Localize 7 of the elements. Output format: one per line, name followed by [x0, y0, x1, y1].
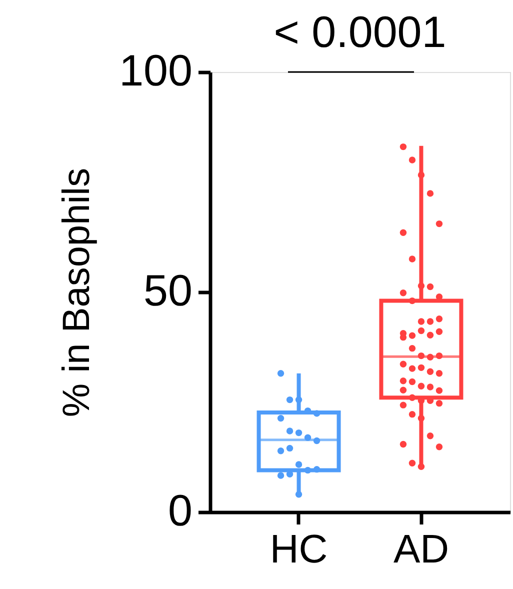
x-tick-label: AD: [393, 528, 450, 572]
x-tick-label: HC: [270, 528, 328, 572]
y-tick-label: 50: [144, 266, 192, 316]
y-tick-label: 100: [119, 46, 192, 96]
y-tick-label: 0: [168, 486, 192, 536]
text: < 0.0001: [274, 8, 446, 57]
y-axis-title: % in Basophils: [56, 168, 98, 418]
